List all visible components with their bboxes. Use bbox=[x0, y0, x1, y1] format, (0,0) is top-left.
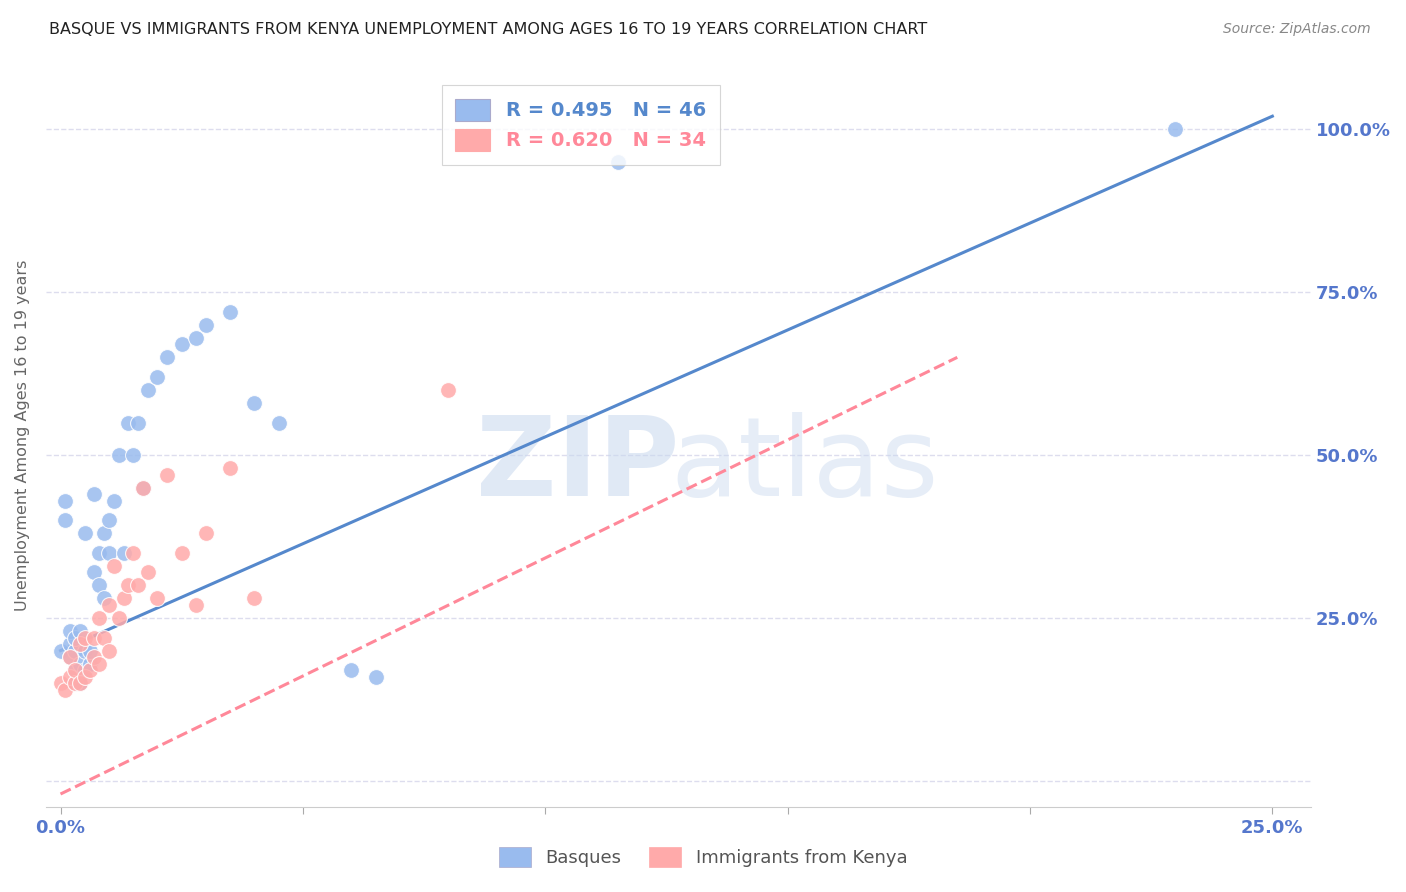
Point bbox=[53, 513, 76, 527]
Point bbox=[83, 650, 105, 665]
Point bbox=[63, 663, 86, 677]
Point bbox=[136, 566, 159, 580]
Point bbox=[98, 546, 121, 560]
Point bbox=[170, 337, 193, 351]
Point bbox=[98, 643, 121, 657]
Point bbox=[89, 611, 111, 625]
Point bbox=[69, 657, 91, 671]
Point bbox=[79, 663, 101, 677]
Text: atlas: atlas bbox=[671, 412, 939, 519]
Point bbox=[63, 643, 86, 657]
Point bbox=[73, 643, 96, 657]
Point bbox=[340, 663, 363, 677]
Point bbox=[59, 650, 82, 665]
Point bbox=[89, 657, 111, 671]
Point bbox=[437, 383, 460, 397]
Point bbox=[267, 416, 290, 430]
Point bbox=[69, 676, 91, 690]
Point bbox=[83, 566, 105, 580]
Point bbox=[132, 481, 155, 495]
Point bbox=[103, 493, 125, 508]
Point bbox=[122, 448, 145, 462]
Point bbox=[127, 578, 149, 592]
Point bbox=[69, 624, 91, 638]
Text: ZIP: ZIP bbox=[475, 412, 679, 519]
Text: Source: ZipAtlas.com: Source: ZipAtlas.com bbox=[1223, 22, 1371, 37]
Point bbox=[107, 611, 129, 625]
Point bbox=[103, 558, 125, 573]
Point bbox=[73, 670, 96, 684]
Point bbox=[63, 663, 86, 677]
Point bbox=[79, 643, 101, 657]
Point bbox=[59, 650, 82, 665]
Point bbox=[194, 318, 217, 332]
Point bbox=[243, 591, 266, 606]
Legend: R = 0.495   N = 46, R = 0.620   N = 34: R = 0.495 N = 46, R = 0.620 N = 34 bbox=[441, 85, 720, 165]
Point bbox=[186, 598, 208, 612]
Point bbox=[63, 631, 86, 645]
Point bbox=[59, 670, 82, 684]
Point bbox=[69, 676, 91, 690]
Point bbox=[93, 631, 115, 645]
Point bbox=[93, 526, 115, 541]
Point bbox=[112, 591, 135, 606]
Point bbox=[146, 370, 169, 384]
Point bbox=[117, 416, 139, 430]
Point bbox=[156, 351, 179, 365]
Point bbox=[1164, 122, 1187, 136]
Point bbox=[98, 598, 121, 612]
Point bbox=[73, 631, 96, 645]
Point bbox=[69, 637, 91, 651]
Point bbox=[79, 657, 101, 671]
Point bbox=[132, 481, 155, 495]
Point bbox=[127, 416, 149, 430]
Y-axis label: Unemployment Among Ages 16 to 19 years: Unemployment Among Ages 16 to 19 years bbox=[15, 260, 30, 611]
Point bbox=[73, 663, 96, 677]
Point bbox=[122, 546, 145, 560]
Point bbox=[607, 154, 630, 169]
Legend: Basques, Immigrants from Kenya: Basques, Immigrants from Kenya bbox=[492, 839, 914, 874]
Point bbox=[98, 513, 121, 527]
Point bbox=[170, 546, 193, 560]
Point bbox=[89, 578, 111, 592]
Point bbox=[59, 637, 82, 651]
Point bbox=[194, 526, 217, 541]
Point bbox=[49, 676, 72, 690]
Point bbox=[93, 591, 115, 606]
Text: BASQUE VS IMMIGRANTS FROM KENYA UNEMPLOYMENT AMONG AGES 16 TO 19 YEARS CORRELATI: BASQUE VS IMMIGRANTS FROM KENYA UNEMPLOY… bbox=[49, 22, 928, 37]
Point bbox=[89, 546, 111, 560]
Point bbox=[73, 526, 96, 541]
Point bbox=[83, 631, 105, 645]
Point bbox=[156, 467, 179, 482]
Point bbox=[146, 591, 169, 606]
Point bbox=[243, 396, 266, 410]
Point bbox=[219, 461, 242, 475]
Point bbox=[49, 643, 72, 657]
Point bbox=[112, 546, 135, 560]
Point bbox=[107, 448, 129, 462]
Point bbox=[83, 487, 105, 501]
Point bbox=[186, 331, 208, 345]
Point bbox=[364, 670, 387, 684]
Point bbox=[53, 493, 76, 508]
Point bbox=[59, 624, 82, 638]
Point bbox=[117, 578, 139, 592]
Point bbox=[53, 682, 76, 697]
Point bbox=[219, 304, 242, 318]
Point bbox=[63, 676, 86, 690]
Point bbox=[63, 676, 86, 690]
Point bbox=[136, 383, 159, 397]
